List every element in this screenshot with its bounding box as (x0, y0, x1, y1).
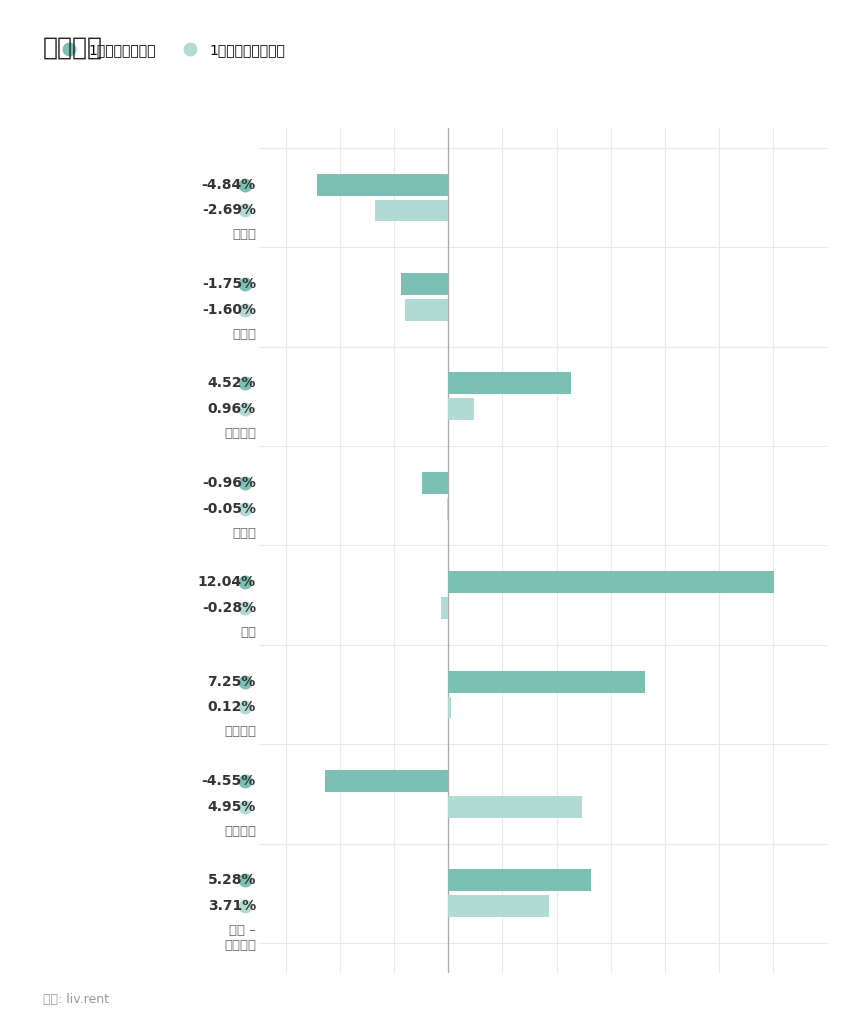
Text: 5.28%: 5.28% (208, 873, 256, 888)
Bar (448, 398, 474, 420)
Text: 来源: liv.rent: 来源: liv.rent (43, 992, 109, 1006)
Bar (405, 299, 448, 321)
Text: 布兰普顿: 布兰普顿 (224, 824, 256, 838)
Bar (448, 671, 644, 692)
Text: -0.28%: -0.28% (201, 601, 256, 615)
Bar (440, 597, 448, 618)
Text: -2.69%: -2.69% (201, 204, 256, 217)
Text: 士嘉堡: 士嘉堡 (232, 526, 256, 540)
Text: 环比变化: 环比变化 (43, 36, 103, 59)
Text: 12.04%: 12.04% (197, 575, 256, 589)
Text: 万锦: 万锦 (239, 626, 256, 639)
Text: 0.12%: 0.12% (208, 700, 256, 715)
Text: 4.52%: 4.52% (208, 377, 256, 390)
Bar (422, 472, 448, 494)
Text: 市中心: 市中心 (232, 228, 256, 242)
Text: -4.55%: -4.55% (201, 774, 256, 788)
Text: 北约克: 北约克 (232, 328, 256, 341)
Text: -4.84%: -4.84% (201, 177, 256, 191)
Text: 4.95%: 4.95% (208, 800, 256, 814)
Text: 3.71%: 3.71% (208, 899, 256, 913)
Bar (448, 869, 591, 891)
Text: -1.75%: -1.75% (201, 278, 256, 291)
Text: 旺市 –
列治文山: 旺市 – 列治文山 (224, 924, 256, 952)
Bar (448, 895, 548, 918)
Text: -0.96%: -0.96% (201, 476, 256, 489)
Bar (325, 770, 448, 792)
Text: -1.60%: -1.60% (201, 303, 256, 316)
Bar (446, 498, 448, 519)
Text: 怡陶碧谷: 怡陶碧谷 (224, 427, 256, 440)
Text: -0.05%: -0.05% (201, 502, 256, 516)
Bar (448, 373, 570, 394)
Text: 7.25%: 7.25% (208, 675, 256, 688)
Legend: 1卧室带家具房源, 1卧室不带家具房源: 1卧室带家具房源, 1卧室不带家具房源 (49, 38, 291, 62)
Bar (448, 696, 451, 719)
Bar (375, 200, 448, 221)
Text: 0.96%: 0.96% (208, 402, 256, 417)
Bar (448, 571, 773, 593)
Text: 密西沙加: 密西沙加 (224, 725, 256, 738)
Bar (317, 174, 448, 196)
Bar (448, 796, 582, 818)
Bar (400, 273, 448, 295)
